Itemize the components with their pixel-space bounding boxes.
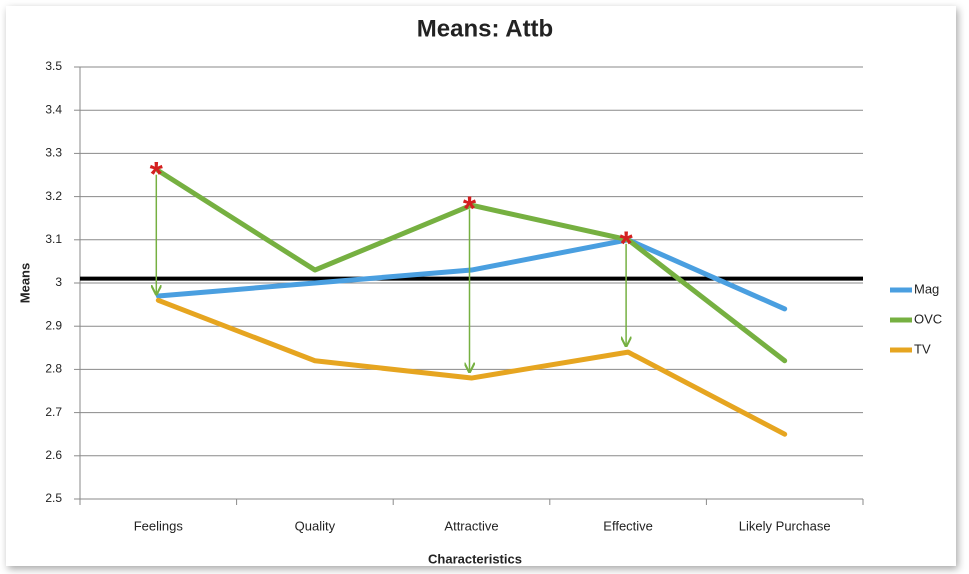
chart-title: Means: Attb [417,15,553,42]
legend-label: Mag [914,281,939,296]
y-tick-label: 2.5 [45,491,62,505]
x-tick-label: Likely Purchase [739,518,831,533]
y-tick-label: 3.1 [45,232,62,246]
y-tick-label: 3.4 [45,102,62,116]
annotation: * [619,225,633,263]
x-tick-label: Quality [295,518,336,533]
legend-label: TV [914,341,931,356]
x-tick-label: Attractive [444,518,498,533]
y-tick-label: 2.6 [45,448,62,462]
y-tick-label: 3.5 [45,59,62,73]
annotation: * [463,190,477,228]
y-tick-label: 2.7 [45,405,62,419]
y-tick-label: 3.3 [45,146,62,160]
y-axis-label: Means [17,263,32,303]
x-axis-label: Characteristics [428,551,522,566]
x-tick-label: Effective [603,518,653,533]
y-tick-label: 3 [55,275,62,289]
x-tick-label: Feelings [134,518,184,533]
chart-frame [6,6,956,566]
legend-label: OVC [914,311,942,326]
series-line [155,237,788,312]
y-tick-label: 2.9 [45,318,62,332]
annotation: * [150,156,164,194]
y-tick-label: 2.8 [45,362,62,376]
series-line [155,297,788,437]
series-line [155,168,788,364]
y-tick-label: 3.2 [45,189,62,203]
